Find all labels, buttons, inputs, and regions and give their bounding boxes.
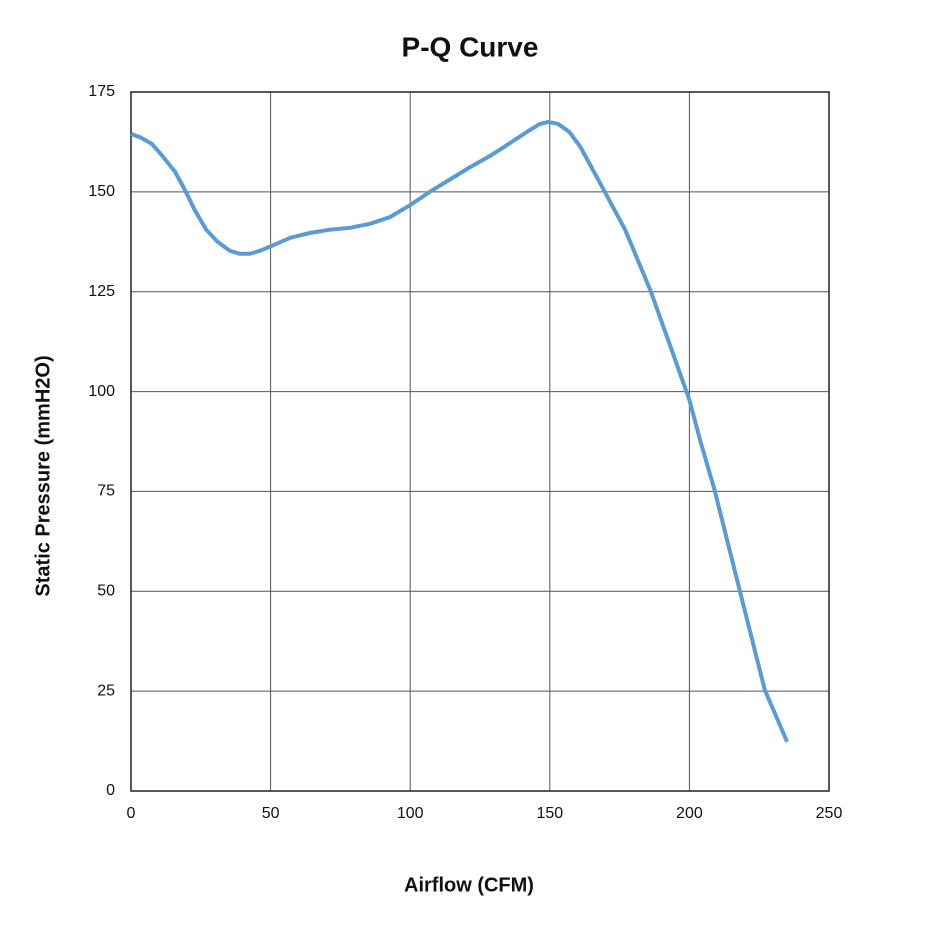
y-tick-label: 75 (97, 483, 115, 500)
y-tick-label: 0 (106, 782, 115, 799)
y-tick-label: 25 (97, 682, 115, 699)
y-tick-label: 50 (97, 583, 115, 600)
x-axis-label: Airflow (CFM) (404, 874, 534, 896)
x-tick-label: 200 (676, 805, 703, 822)
y-tick-label: 125 (88, 283, 115, 300)
y-axis-label: Static Pressure (mmH2O) (32, 355, 54, 596)
y-tick-label: 150 (88, 183, 115, 200)
y-tick-label: 175 (88, 83, 115, 100)
x-tick-label: 100 (397, 805, 424, 822)
x-tick-label: 250 (816, 805, 843, 822)
plot-frame (130, 91, 830, 792)
y-tick-label: 100 (88, 383, 115, 400)
chart-title: P-Q Curve (402, 31, 539, 62)
x-tick-label: 0 (127, 805, 136, 822)
data-line (130, 119, 789, 743)
x-tick-label: 50 (262, 805, 280, 822)
x-tick-label: 150 (536, 805, 563, 822)
